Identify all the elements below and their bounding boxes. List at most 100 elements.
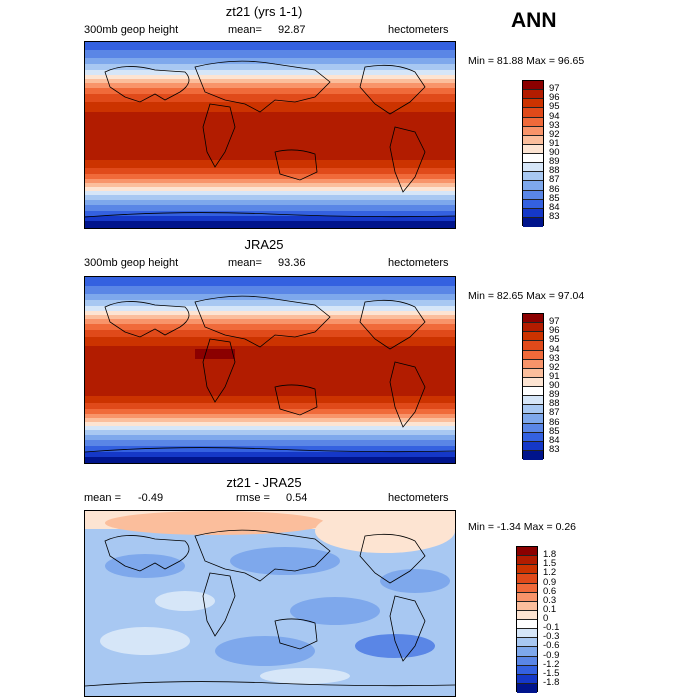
colorbar-swatch	[517, 547, 537, 557]
colorbar-tick-label: 86	[549, 183, 560, 195]
colorbar-tick-label: 85	[549, 192, 560, 204]
colorbar-swatch	[523, 341, 543, 351]
panel-2-title: JRA25	[244, 237, 284, 252]
colorbar-swatch	[523, 423, 543, 433]
panel-2-map	[84, 276, 456, 464]
panel-2-max-value: 97.04	[557, 290, 585, 302]
colorbar-swatch	[517, 638, 537, 648]
colorbar-swatch	[517, 629, 537, 639]
panel-1-mean-label: mean=	[228, 24, 262, 36]
panel-2-mean-label: mean=	[228, 257, 262, 269]
colorbar-tick-label: 85	[549, 425, 560, 437]
colorbar-swatch	[523, 135, 543, 145]
colorbar-swatch	[523, 163, 543, 173]
colorbar-swatch	[523, 359, 543, 369]
panel-2-mean-value: 93.36	[278, 257, 306, 269]
panel-3-colorbar	[516, 546, 538, 693]
colorbar-swatch	[517, 647, 537, 657]
colorbar-swatch	[523, 81, 543, 91]
colorbar-tick-label: 89	[549, 389, 560, 401]
colorbar-swatch	[523, 181, 543, 191]
panel-1-max-value: 96.65	[557, 55, 585, 67]
colorbar-tick-label: 97	[549, 83, 560, 95]
colorbar-swatch	[523, 117, 543, 127]
colorbar-tick-label: 93	[549, 119, 560, 131]
panel-2-min-label: Min =	[468, 290, 494, 302]
panel-2-map-svg	[85, 277, 455, 463]
colorbar-swatch	[517, 610, 537, 620]
colorbar-swatch	[523, 350, 543, 360]
colorbar-tick-label: 91	[549, 137, 560, 149]
colorbar-tick-label: 84	[549, 201, 560, 213]
colorbar-tick-label: -0.3	[543, 631, 560, 643]
panel-1-variable-label: 300mb geop height	[84, 24, 179, 36]
colorbar-tick-label: -1.2	[543, 658, 560, 670]
colorbar-tick-label: 88	[549, 165, 560, 177]
panel-1-map	[84, 41, 456, 229]
colorbar-swatch	[523, 217, 543, 227]
panel-3-rmse-label: rmse =	[236, 492, 270, 504]
colorbar-swatch	[523, 314, 543, 324]
panel-2-colorbar-labels: 97 96 95 94 93 92 91 90 89 88 87 86 85 84 83	[549, 313, 589, 459]
colorbar-swatch	[517, 592, 537, 602]
panel-3-mean-value: -0.49	[138, 492, 164, 504]
colorbar-tick-label: -0.6	[543, 640, 560, 652]
colorbar-swatch	[517, 583, 537, 593]
colorbar-tick-label: 87	[549, 407, 560, 419]
colorbar-swatch	[517, 674, 537, 684]
colorbar-tick-label: 94	[549, 110, 560, 122]
main-title: ANN	[511, 9, 557, 32]
colorbar-swatch	[523, 377, 543, 387]
panel-1-units: hectometers	[388, 24, 449, 36]
colorbar-swatch	[517, 656, 537, 666]
colorbar-tick-label: 92	[549, 361, 560, 373]
colorbar-swatch	[523, 199, 543, 209]
colorbar-swatch	[523, 126, 543, 136]
colorbar-swatch	[523, 144, 543, 154]
colorbar-tick-label: 90	[549, 147, 560, 158]
colorbar-tick-label: 84	[549, 434, 560, 446]
colorbar-swatch	[523, 405, 543, 415]
panel-2-colorbar	[522, 313, 544, 460]
colorbar-swatch	[523, 108, 543, 118]
colorbar-swatch	[523, 154, 543, 164]
colorbar-tick-label: -1.8	[543, 676, 560, 688]
colorbar-swatch	[523, 396, 543, 406]
panel-1-min-value: 81.88	[496, 55, 524, 67]
colorbar-swatch	[517, 556, 537, 566]
colorbar-tick-label: -0.1	[543, 622, 560, 634]
panel-3-min-value: -1.34	[496, 521, 521, 533]
colorbar-tick-label: 0	[543, 613, 549, 624]
panel-3-max-value: 0.26	[555, 521, 576, 533]
colorbar-tick-label: 83	[549, 210, 560, 222]
colorbar-swatch	[523, 332, 543, 342]
colorbar-tick-label: 92	[549, 128, 560, 140]
colorbar-tick-label: 89	[549, 156, 560, 168]
colorbar-tick-label: 1.8	[543, 549, 557, 561]
colorbar-tick-label: 87	[549, 174, 560, 186]
colorbar-tick-label: 1.5	[543, 558, 557, 570]
colorbar-swatch	[523, 368, 543, 378]
colorbar-swatch	[517, 565, 537, 575]
colorbar-swatch	[523, 172, 543, 182]
colorbar-tick-label: 0.6	[543, 585, 557, 597]
colorbar-tick-label: 97	[549, 316, 560, 328]
colorbar-swatch	[517, 683, 537, 693]
colorbar-tick-label: 0.3	[543, 594, 557, 606]
colorbar-swatch	[517, 574, 537, 584]
colorbar-tick-label: 0.9	[543, 576, 557, 588]
colorbar-swatch	[523, 450, 543, 460]
panel-1-map-svg	[85, 42, 455, 228]
panel-3-rmse-value: 0.54	[286, 492, 308, 504]
colorbar-tick-label: 94	[549, 343, 560, 355]
colorbar-swatch	[517, 665, 537, 675]
panel-1-colorbar	[522, 80, 544, 227]
panel-3-colorbar-labels: 1.8 1.5 1.2 0.9 0.6 0.3 0.1 0 -0.1 -0.3 -0.6 -0.9 -1…	[543, 546, 583, 692]
colorbar-swatch	[523, 90, 543, 100]
panel-3-map-svg	[85, 511, 455, 696]
colorbar-tick-label: 96	[549, 325, 560, 337]
colorbar-tick-label: -0.9	[543, 649, 560, 661]
panel-3-mean-label: mean =	[84, 492, 121, 504]
colorbar-swatch	[523, 323, 543, 333]
colorbar-tick-label: 1.2	[543, 567, 557, 579]
